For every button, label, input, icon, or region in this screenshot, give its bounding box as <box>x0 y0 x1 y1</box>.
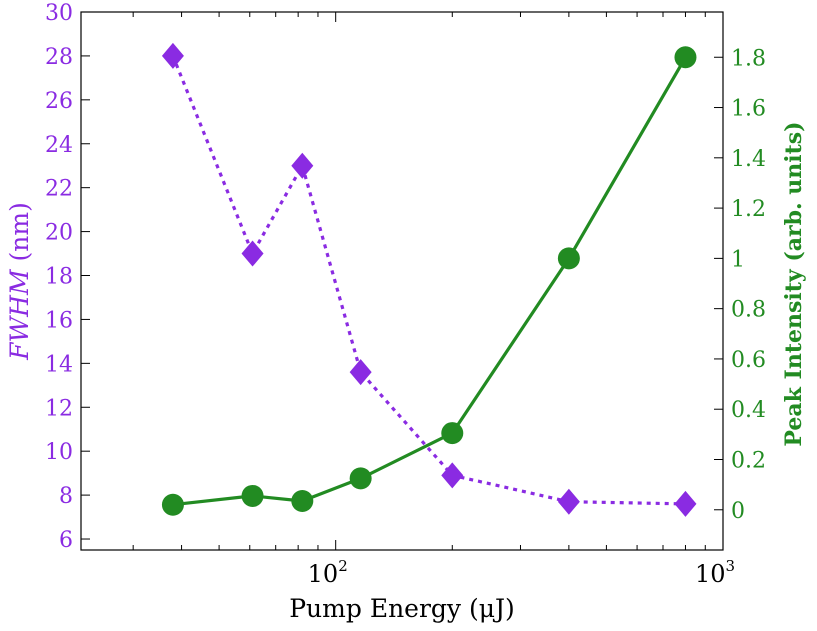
right-tick-label: 0 <box>731 499 745 524</box>
fwhm-marker <box>441 462 464 489</box>
x-axis: 102 103 <box>132 12 735 588</box>
fwhm-marker <box>161 42 184 69</box>
right-tick-label: 1.2 <box>731 197 766 222</box>
intensity-marker <box>674 46 697 69</box>
right-tick-label: 0.6 <box>731 348 766 373</box>
left-tick-label: 24 <box>45 133 73 158</box>
right-tick-label: 1.4 <box>731 147 766 172</box>
left-tick-label: 20 <box>45 221 73 246</box>
fwhm-marker <box>241 240 264 267</box>
plot-frame <box>80 11 724 551</box>
intensity-marker <box>557 247 580 270</box>
x-tick-label-base: 10 <box>695 560 726 588</box>
left-axis-label: FWHM (nm) <box>5 202 34 361</box>
intensity-marker <box>241 484 264 507</box>
x-tick-label-base: 10 <box>308 560 339 588</box>
right-tick-label: 0.2 <box>731 448 766 473</box>
left-tick-label: 22 <box>45 177 73 202</box>
left-tick-label: 28 <box>45 45 73 70</box>
x-tick-label: 103 <box>695 557 735 588</box>
x-tick-label-exponent: 3 <box>726 557 736 575</box>
x-tick-label-exponent: 2 <box>338 557 348 575</box>
left-axis: 6 8 10 12 14 16 18 20 22 24 26 28 30 <box>45 1 90 553</box>
intensity-marker <box>349 467 372 490</box>
right-tick-label: 1.6 <box>731 97 766 122</box>
left-tick-label: 26 <box>45 89 73 114</box>
fwhm-marker <box>674 490 697 517</box>
right-tick-label: 0.8 <box>731 298 766 323</box>
left-tick-label: 18 <box>45 265 73 290</box>
intensity-marker <box>161 493 184 516</box>
intensity-marker <box>441 422 464 445</box>
intensity-marker <box>291 489 314 512</box>
left-tick-label: 30 <box>45 1 73 26</box>
left-tick-label: 8 <box>59 484 73 509</box>
plot-area <box>161 42 697 517</box>
fwhm-marker <box>291 152 314 179</box>
x-tick-label: 102 <box>308 557 348 588</box>
left-tick-label: 14 <box>45 352 73 377</box>
right-tick-label: 0.4 <box>731 398 766 423</box>
fwhm-marker <box>349 359 372 386</box>
left-axis-label-unit: (nm) <box>5 202 34 269</box>
left-tick-label: 16 <box>45 308 73 333</box>
right-axis-label: Peak Intensity (arb. units) <box>781 121 807 446</box>
x-axis-label: Pump Energy (μJ) <box>289 594 515 623</box>
right-axis: 0 0.2 0.4 0.6 0.8 1 1.2 1.4 1.6 1.8 <box>714 46 766 524</box>
left-tick-label: 12 <box>45 396 73 421</box>
right-tick-label: 1.8 <box>731 46 766 71</box>
right-tick-label: 1 <box>731 247 745 272</box>
left-tick-label: 6 <box>59 528 73 553</box>
left-tick-label: 10 <box>45 440 73 465</box>
fwhm-marker <box>557 488 580 515</box>
left-axis-label-italic: FWHM <box>5 268 34 361</box>
